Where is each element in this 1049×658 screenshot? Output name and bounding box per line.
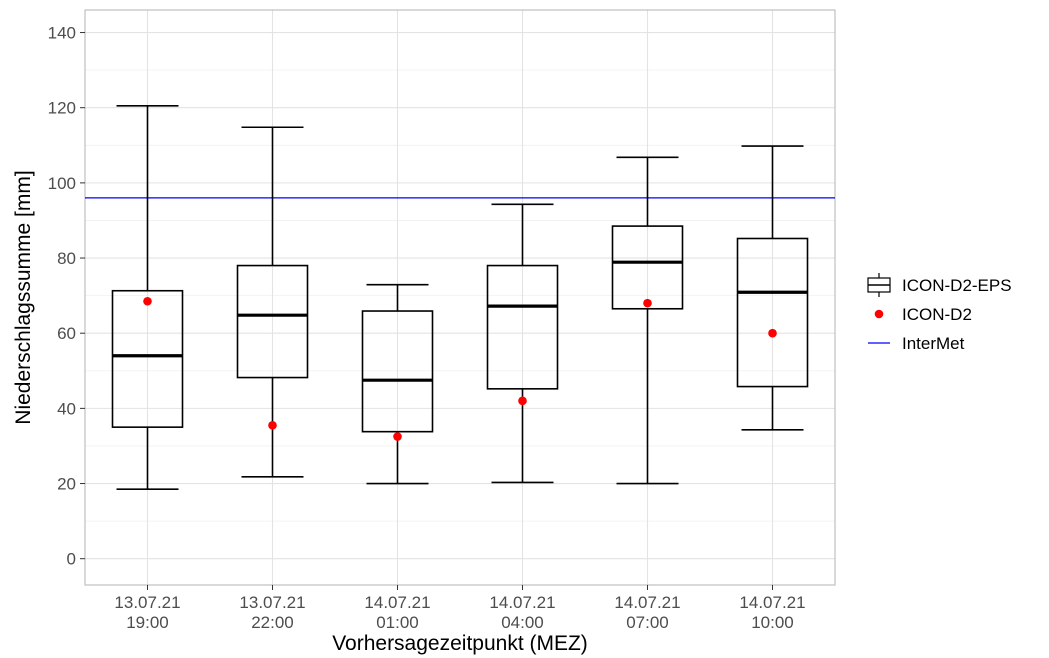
y-tick-label: 60 (57, 324, 76, 343)
icon-d2-point (768, 328, 777, 338)
x-tick-label-date: 14.07.21 (614, 593, 680, 612)
x-tick-label-date: 14.07.21 (364, 593, 430, 612)
point-series (143, 296, 777, 441)
box-iqr (236, 264, 309, 379)
box-2 (236, 126, 309, 478)
x-tick-label-date: 13.07.21 (114, 593, 180, 612)
legend-key-box (867, 273, 891, 297)
x-tick-label-time: 01:00 (376, 613, 419, 632)
x-tick-label-time: 04:00 (501, 613, 544, 632)
x-axis-title: Vorhersagezeitpunkt (MEZ) (332, 632, 588, 655)
icon-d2-point (143, 296, 152, 306)
y-axis-title: Niederschlagssumme [mm] (12, 170, 35, 424)
legend-label: ICON-D2 (902, 305, 972, 324)
x-tick-label-time: 10:00 (751, 613, 794, 632)
box-5 (611, 156, 684, 485)
box-iqr (361, 310, 434, 433)
x-tick-label-time: 22:00 (251, 613, 294, 632)
x-tick-label-date: 13.07.21 (239, 593, 305, 612)
box-1 (111, 105, 184, 490)
legend-label: ICON-D2-EPS (902, 276, 1012, 295)
box-iqr (111, 289, 184, 428)
box-iqr (736, 237, 809, 388)
box-series (111, 105, 809, 490)
y-tick-label: 20 (57, 475, 76, 494)
icon-d2-point (643, 298, 652, 308)
box-iqr (611, 225, 684, 310)
legend-label: InterMet (902, 334, 965, 353)
y-tick-label: 40 (57, 399, 76, 418)
x-tick-label-time: 07:00 (626, 613, 669, 632)
legend: ICON-D2-EPS ICON-D2 InterMet (867, 273, 1012, 353)
box-iqr (486, 264, 559, 390)
y-tick-label: 120 (48, 99, 76, 118)
y-tick-label: 140 (48, 24, 76, 43)
x-axis-ticks: 13.07.2119:0013.07.2122:0014.07.2101:001… (114, 585, 806, 632)
y-tick-label: 100 (48, 174, 76, 193)
y-tick-label: 80 (57, 249, 76, 268)
icon-d2-point (393, 432, 402, 441)
grid-lines (85, 10, 835, 585)
x-tick-label-date: 14.07.21 (489, 593, 555, 612)
box-6 (736, 145, 809, 431)
x-tick-label-time: 19:00 (126, 613, 169, 632)
legend-point-glyph (874, 309, 884, 319)
icon-d2-point (268, 420, 277, 430)
y-tick-label: 0 (67, 550, 76, 569)
icon-d2-point (518, 396, 527, 406)
legend-key-point (874, 309, 884, 319)
x-tick-label-date: 14.07.21 (739, 593, 805, 612)
plot-panel (84, 9, 836, 586)
y-axis-ticks: 0 20 40 60 80 100 120 140 (48, 24, 85, 569)
